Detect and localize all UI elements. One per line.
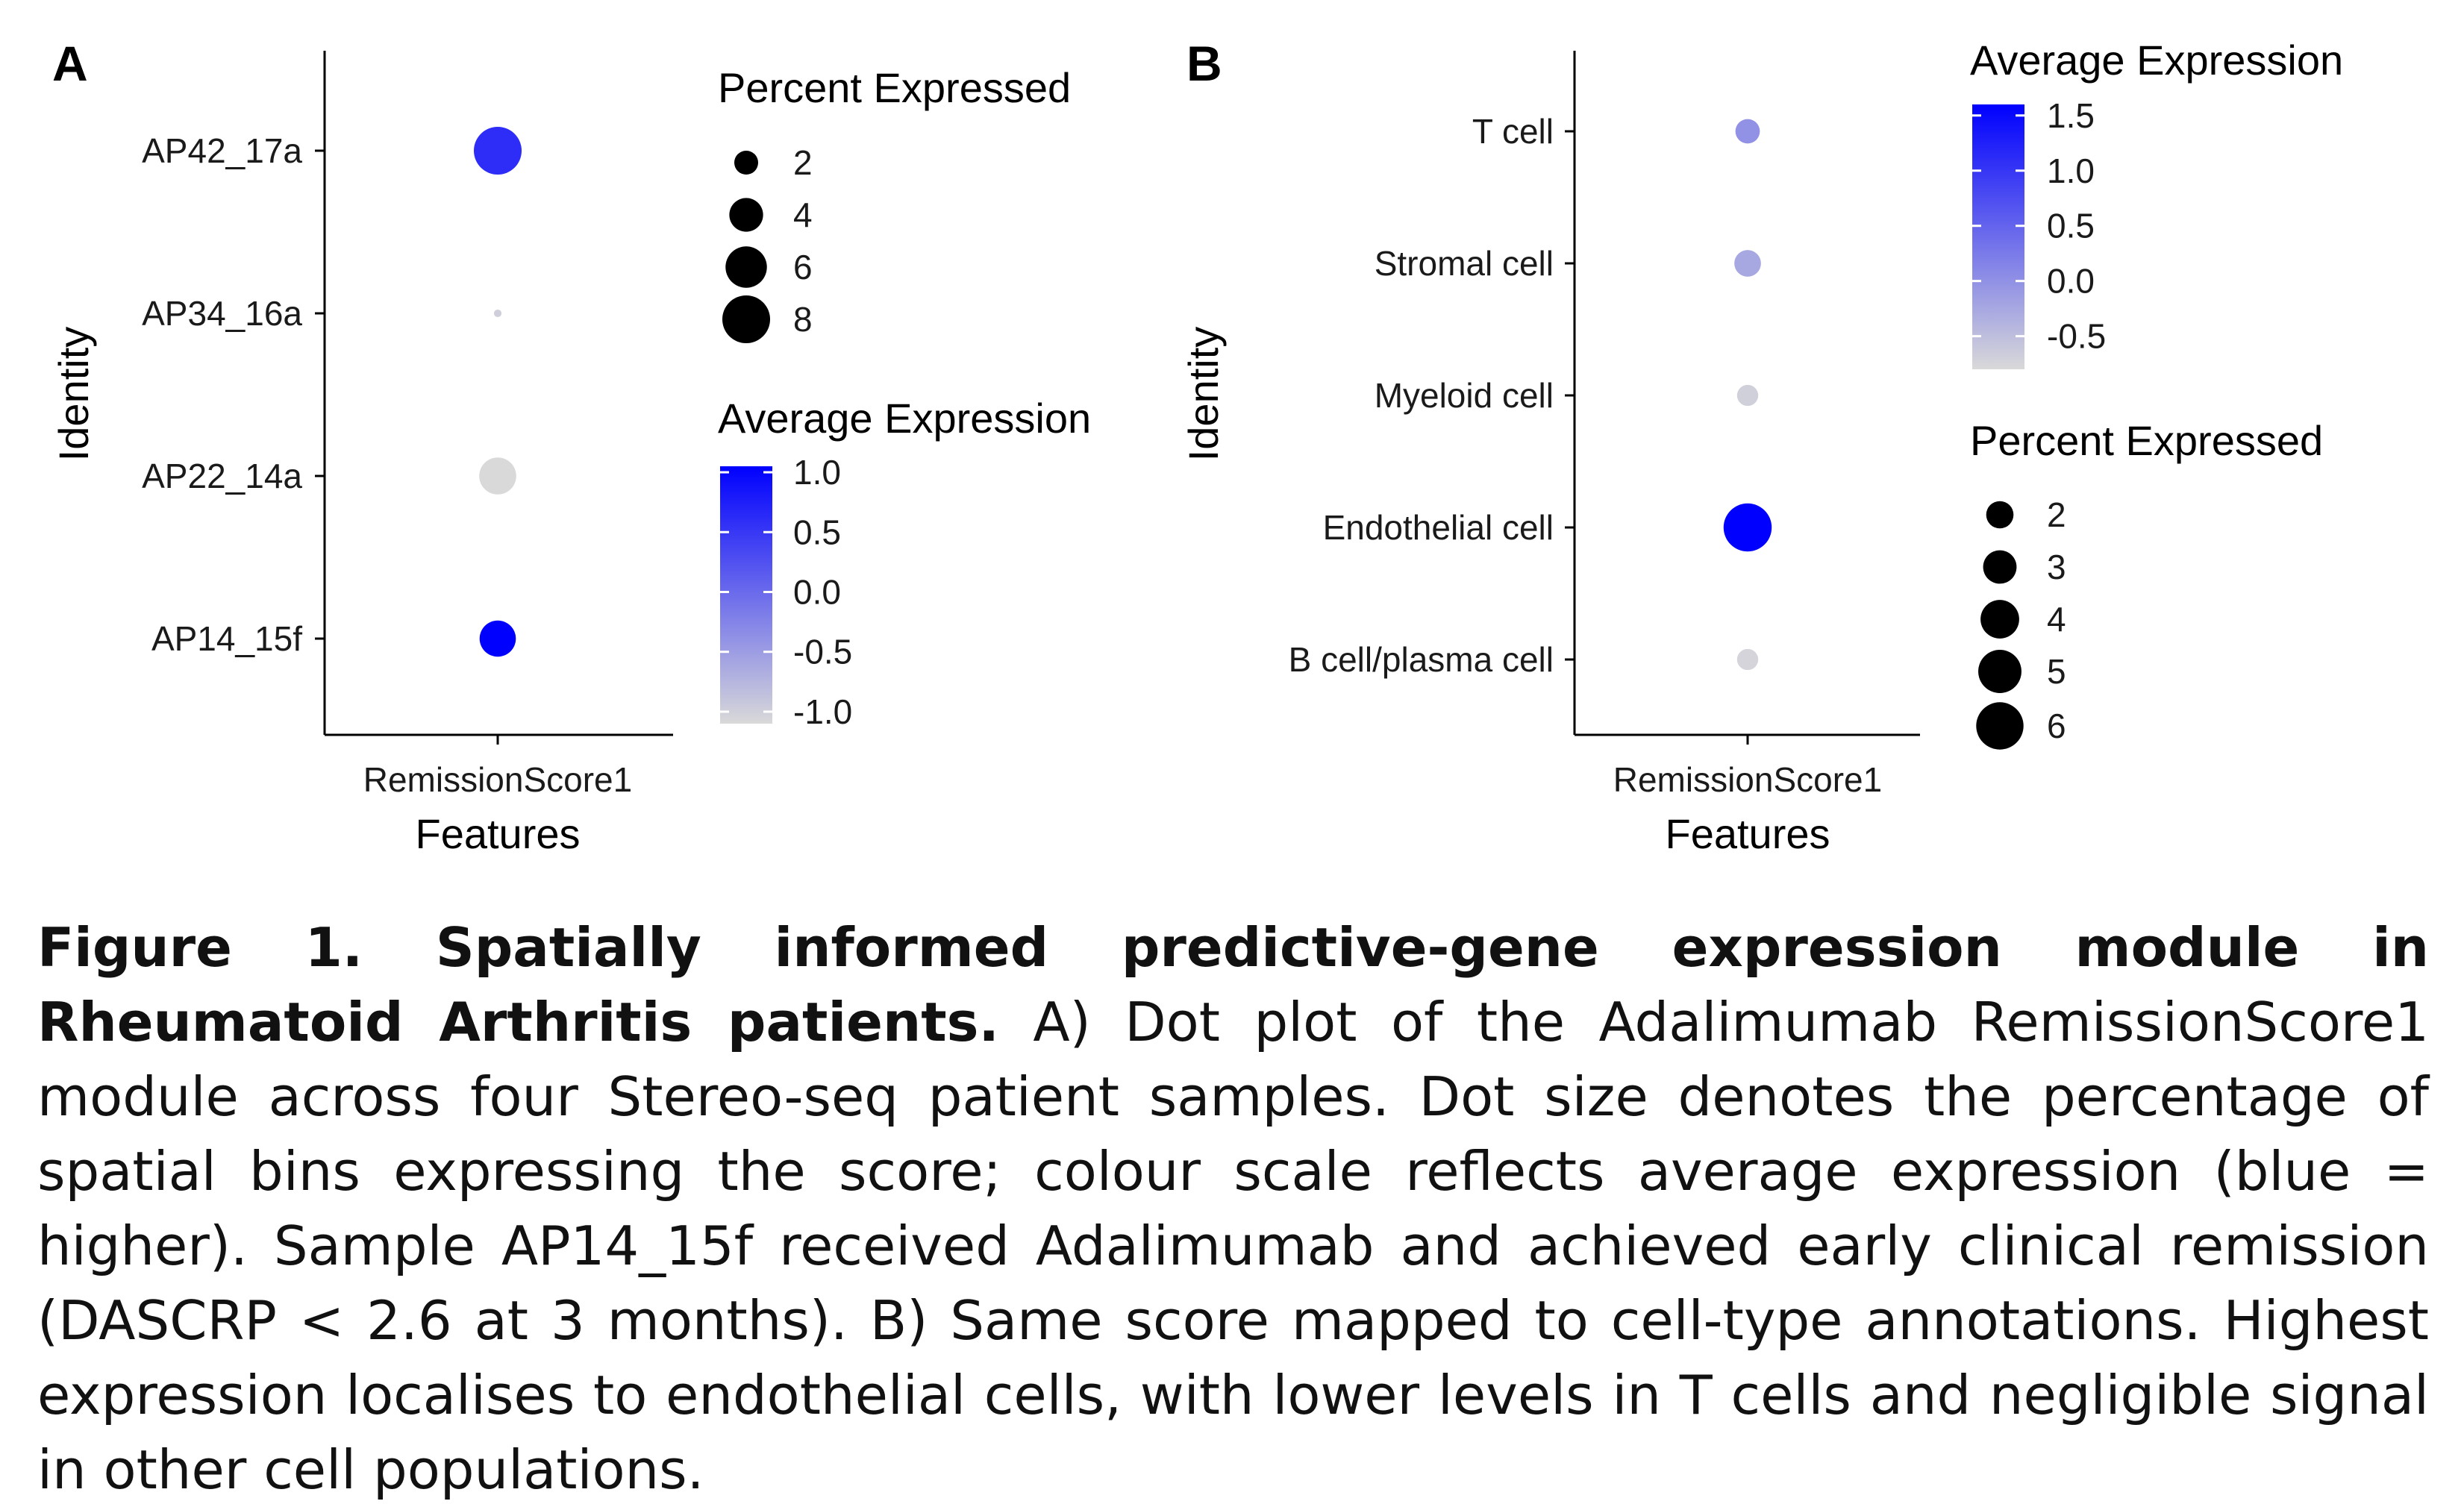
panel-a-size-legend-title: Percent Expressed <box>718 64 1071 111</box>
panel-a-size-key-label: 4 <box>793 195 813 234</box>
panel-a-colorbar-label: 0.0 <box>793 572 841 611</box>
panel-b-ytick-label: T cell <box>1472 112 1554 151</box>
panel-a-x-title: Features <box>416 810 581 857</box>
panel-a-colorbar-ticks <box>720 471 772 713</box>
panel-a-colorbar <box>720 466 772 724</box>
panel-a-size-key-label: 8 <box>793 300 813 339</box>
panel-a-ytick-label: AP42_17a <box>142 131 302 170</box>
panel-a-size-key <box>725 246 767 288</box>
panel-b-colorbar-ticks <box>1972 114 2024 338</box>
panel-b-colorbar-label: -0.5 <box>2047 317 2106 356</box>
panel-b-dot <box>1736 648 1759 671</box>
panel-b-dot <box>1723 503 1772 552</box>
panel-a-label: A <box>52 36 88 91</box>
panel-a-dot <box>473 126 522 175</box>
panel-a-colorbar-label: -0.5 <box>793 633 852 671</box>
panel-a-y-title: Identity <box>50 327 97 462</box>
panel-a-ytick-label: AP34_16a <box>142 294 302 333</box>
panel-a-xtick-label: RemissionScore1 <box>363 760 632 799</box>
panel-a-ytick-label: AP22_14a <box>142 457 302 495</box>
panel-a-size-key-label: 2 <box>793 143 813 182</box>
panel-a-size-key <box>722 295 771 344</box>
panel-a-colorbar-label: 0.5 <box>793 513 841 551</box>
panel-b-colorbar-label: 1.0 <box>2047 151 2095 190</box>
panel-a-size-key <box>729 198 763 232</box>
panel-a-dot <box>479 457 516 495</box>
panel-a-colorbar-label: 1.0 <box>793 453 841 492</box>
panel-a-ytick-label: AP14_15f <box>151 619 302 658</box>
panel-b-size-key-label: 4 <box>2047 600 2066 639</box>
panel-b-colorbar-label: 0.0 <box>2047 262 2095 301</box>
panel-b-x-title: Features <box>1666 810 1830 857</box>
panel-a-size-key <box>734 150 759 175</box>
panel-b-size-key-label: 2 <box>2047 495 2066 534</box>
caption-body: A) Dot plot of the Adalimumab RemissionS… <box>37 991 2430 1501</box>
panel-b-color-legend-title: Average Expression <box>1970 37 2343 84</box>
panel-b-colorbar-label: 0.5 <box>2047 207 2095 245</box>
panel-b-size-key-label: 3 <box>2047 548 2066 586</box>
panel-b-xtick-label: RemissionScore1 <box>1613 760 1882 799</box>
panel-a: A AP42_17a AP34_16a AP22_14a AP14_15f Re… <box>50 36 1091 857</box>
panel-b: B T cell Stromal cell Myeloid cell Endot… <box>1180 36 2343 857</box>
panel-b-size-key-label: 6 <box>2047 706 2066 745</box>
panel-b-colorbar <box>1972 104 2024 369</box>
panel-b-size-key <box>1986 501 2014 529</box>
panel-b-size-key <box>1983 550 2017 584</box>
caption-title: Figure 1. Spatially informed predictive-… <box>37 916 2429 1053</box>
panel-b-label: B <box>1186 36 1222 91</box>
panel-b-ytick-label: Stromal cell <box>1375 244 1554 283</box>
panel-b-dot <box>1736 384 1759 407</box>
panel-b-ytick-label: Endothelial cell <box>1323 508 1554 547</box>
figure-caption: Figure 1. Spatially informed predictive-… <box>37 910 2429 1507</box>
figure-area: A AP42_17a AP34_16a AP22_14a AP14_15f Re… <box>50 36 2343 857</box>
panel-a-size-key-label: 6 <box>793 248 813 286</box>
panel-a-dot <box>479 620 516 657</box>
panel-b-size-key-label: 5 <box>2047 652 2066 691</box>
panel-b-size-key <box>1976 702 2024 750</box>
panel-a-color-legend-title: Average Expression <box>718 395 1091 442</box>
panel-b-ytick-label: Myeloid cell <box>1375 376 1554 415</box>
panel-b-colorbar-label: 1.5 <box>2047 96 2095 135</box>
panel-a-dot <box>493 309 502 318</box>
panel-b-size-key <box>1980 600 2019 639</box>
panel-b-dot <box>1734 250 1761 277</box>
panel-a-colorbar-label: -1.0 <box>793 692 852 731</box>
panel-b-dot <box>1735 119 1760 144</box>
panel-b-size-legend-title: Percent Expressed <box>1970 417 2323 464</box>
panel-b-size-key <box>1978 650 2021 693</box>
panel-b-y-title: Identity <box>1180 327 1227 462</box>
panel-b-ytick-label: B cell/plasma cell <box>1289 640 1554 679</box>
